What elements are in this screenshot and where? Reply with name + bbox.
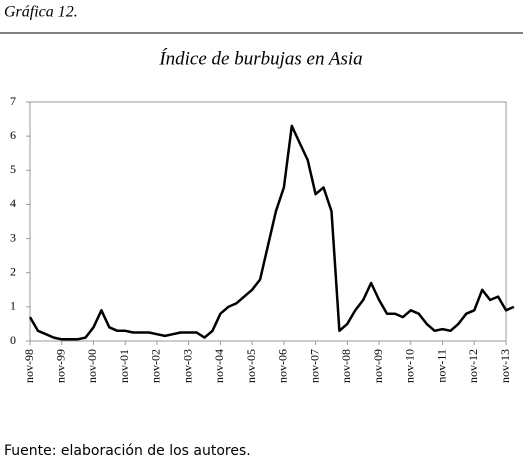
y-tick-label: 4 <box>10 196 16 210</box>
x-tick-label: nov-10 <box>403 349 417 383</box>
plot-frame <box>29 101 507 342</box>
y-tick-label: 0 <box>10 333 16 347</box>
x-tick-label: nov-98 <box>22 349 36 383</box>
y-tick-label: 7 <box>10 94 16 108</box>
y-tick-label: 5 <box>10 162 16 176</box>
series-line <box>28 124 515 341</box>
y-tick-label: 1 <box>10 299 16 313</box>
chart-title: Índice de burbujas en Asia <box>158 47 362 69</box>
figure-label: Gráfica 12. <box>4 4 78 21</box>
x-tick-label: nov-12 <box>466 349 480 383</box>
x-tick-label: nov-05 <box>244 349 258 383</box>
source-note: Fuente: elaboración de los autores. <box>4 443 251 459</box>
x-tick-label: nov-09 <box>371 349 385 383</box>
y-tick-label: 2 <box>10 264 16 278</box>
x-tick-label: nov-04 <box>212 349 226 383</box>
x-tick-label: nov-08 <box>339 349 353 383</box>
x-tick-label: nov-11 <box>434 349 448 383</box>
x-tick-label: nov-99 <box>53 349 67 383</box>
x-tick-label: nov-01 <box>117 349 131 383</box>
x-tick-label: nov-06 <box>276 349 290 383</box>
x-tick-label: nov-13 <box>498 349 512 383</box>
x-tick-label: nov-03 <box>180 349 194 383</box>
y-tick-label: 6 <box>10 128 16 142</box>
x-tick-label: nov-00 <box>85 349 99 383</box>
x-tick-label: nov-02 <box>149 349 163 383</box>
x-tick-label: nov-07 <box>307 349 321 383</box>
y-tick-label: 3 <box>10 230 16 244</box>
